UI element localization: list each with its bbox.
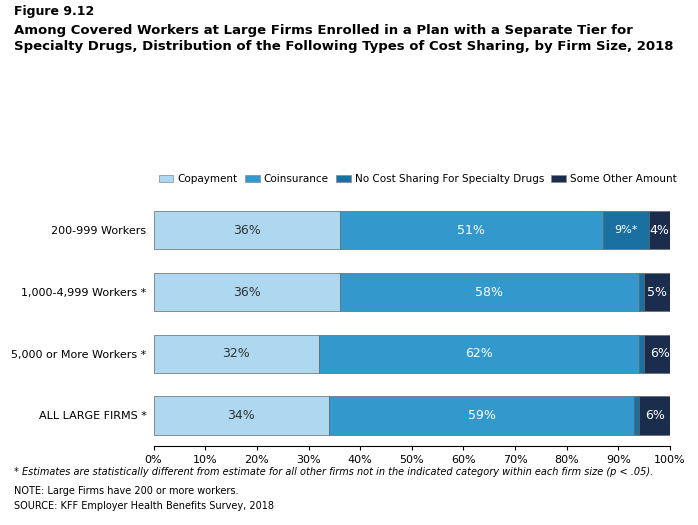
Bar [639,334,644,373]
Legend: Copayment, Coinsurance, No Cost Sharing For Specialty Drugs, Some Other Amount: Copayment, Coinsurance, No Cost Sharing … [158,174,677,184]
Text: 59%: 59% [468,409,496,422]
Bar [644,273,670,311]
Bar [603,211,649,249]
Text: 9%*: 9%* [614,225,638,235]
Text: 6%: 6% [650,347,669,360]
Bar [154,396,329,435]
Text: 5%: 5% [647,286,667,299]
Bar [644,334,675,373]
Bar [339,211,603,249]
Bar [329,396,634,435]
Text: 4%: 4% [650,224,669,237]
Text: * Estimates are statistically different from estimate for all other firms not in: * Estimates are statistically different … [14,467,653,477]
Bar [154,273,339,311]
Bar [339,273,639,311]
Text: 58%: 58% [475,286,503,299]
Text: 32%: 32% [223,347,250,360]
Text: SOURCE: KFF Employer Health Benefits Survey, 2018: SOURCE: KFF Employer Health Benefits Sur… [14,501,274,511]
Text: Among Covered Workers at Large Firms Enrolled in a Plan with a Separate Tier for: Among Covered Workers at Large Firms Enr… [14,24,674,53]
Text: 6%: 6% [645,409,664,422]
Text: 36%: 36% [232,286,260,299]
Bar [649,211,670,249]
Text: 51%: 51% [457,224,485,237]
Text: 34%: 34% [228,409,255,422]
Bar [154,211,339,249]
Text: NOTE: Large Firms have 200 or more workers.: NOTE: Large Firms have 200 or more worke… [14,486,239,496]
Bar [319,334,639,373]
Bar [639,396,670,435]
Text: Figure 9.12: Figure 9.12 [14,5,94,18]
Text: 62%: 62% [465,347,493,360]
Bar [154,334,319,373]
Bar [634,396,639,435]
Text: 36%: 36% [232,224,260,237]
Bar [639,273,644,311]
